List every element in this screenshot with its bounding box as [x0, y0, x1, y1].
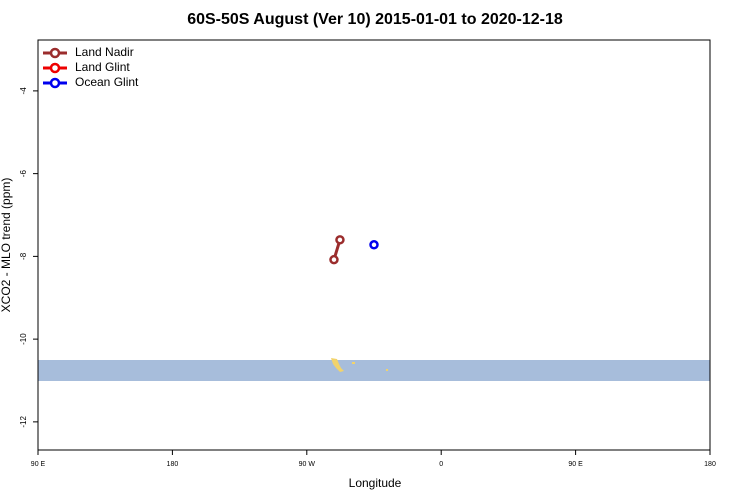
x-tick-label: 90 E	[568, 461, 583, 468]
x-tick-label: 90 E	[31, 461, 46, 468]
y-tick-label: -6	[19, 170, 28, 178]
map-band	[38, 360, 710, 381]
land	[386, 369, 388, 371]
x-tick-label: 0	[439, 461, 443, 468]
x-tick-label: 180	[167, 461, 179, 468]
land	[352, 362, 355, 364]
legend-marker	[49, 47, 61, 59]
legend-label: Land Nadir	[75, 45, 134, 59]
legend-label: Land Glint	[75, 60, 130, 74]
x-tick-label: 180	[704, 461, 716, 468]
y-tick-label: -8	[19, 252, 28, 260]
land	[331, 358, 344, 372]
y-tick-label: -10	[19, 333, 28, 345]
x-axis-label: Longitude	[349, 476, 402, 490]
point	[329, 254, 339, 265]
y-tick-label: -4	[19, 87, 28, 95]
legend-marker	[49, 77, 61, 89]
x-tick-label: 90 W	[299, 461, 316, 468]
chart-title: 60S-50S August (Ver 10) 2015-01-01 to 20…	[187, 11, 563, 28]
legend-marker	[49, 62, 61, 74]
legend-label: Ocean Glint	[75, 75, 139, 89]
point	[335, 235, 345, 245]
point	[369, 240, 379, 250]
y-axis-label: XCO2 - MLO trend (ppm)	[0, 178, 13, 313]
y-tick-label: -12	[19, 416, 28, 428]
plot-frame	[37, 39, 711, 451]
